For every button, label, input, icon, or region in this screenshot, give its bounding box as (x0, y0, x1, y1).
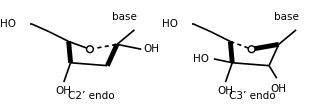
Text: OH: OH (56, 86, 72, 96)
Text: base: base (274, 12, 299, 22)
Text: HO: HO (162, 19, 178, 29)
Text: OH: OH (217, 86, 233, 96)
Circle shape (86, 46, 93, 53)
Circle shape (248, 46, 255, 53)
Text: HO: HO (193, 54, 209, 64)
Text: base: base (112, 12, 137, 22)
Text: OH: OH (143, 44, 159, 54)
Text: C2’ endo: C2’ endo (68, 91, 114, 101)
Text: C3’ endo: C3’ endo (229, 91, 276, 101)
Text: HO: HO (0, 19, 16, 29)
Text: OH: OH (271, 84, 287, 94)
